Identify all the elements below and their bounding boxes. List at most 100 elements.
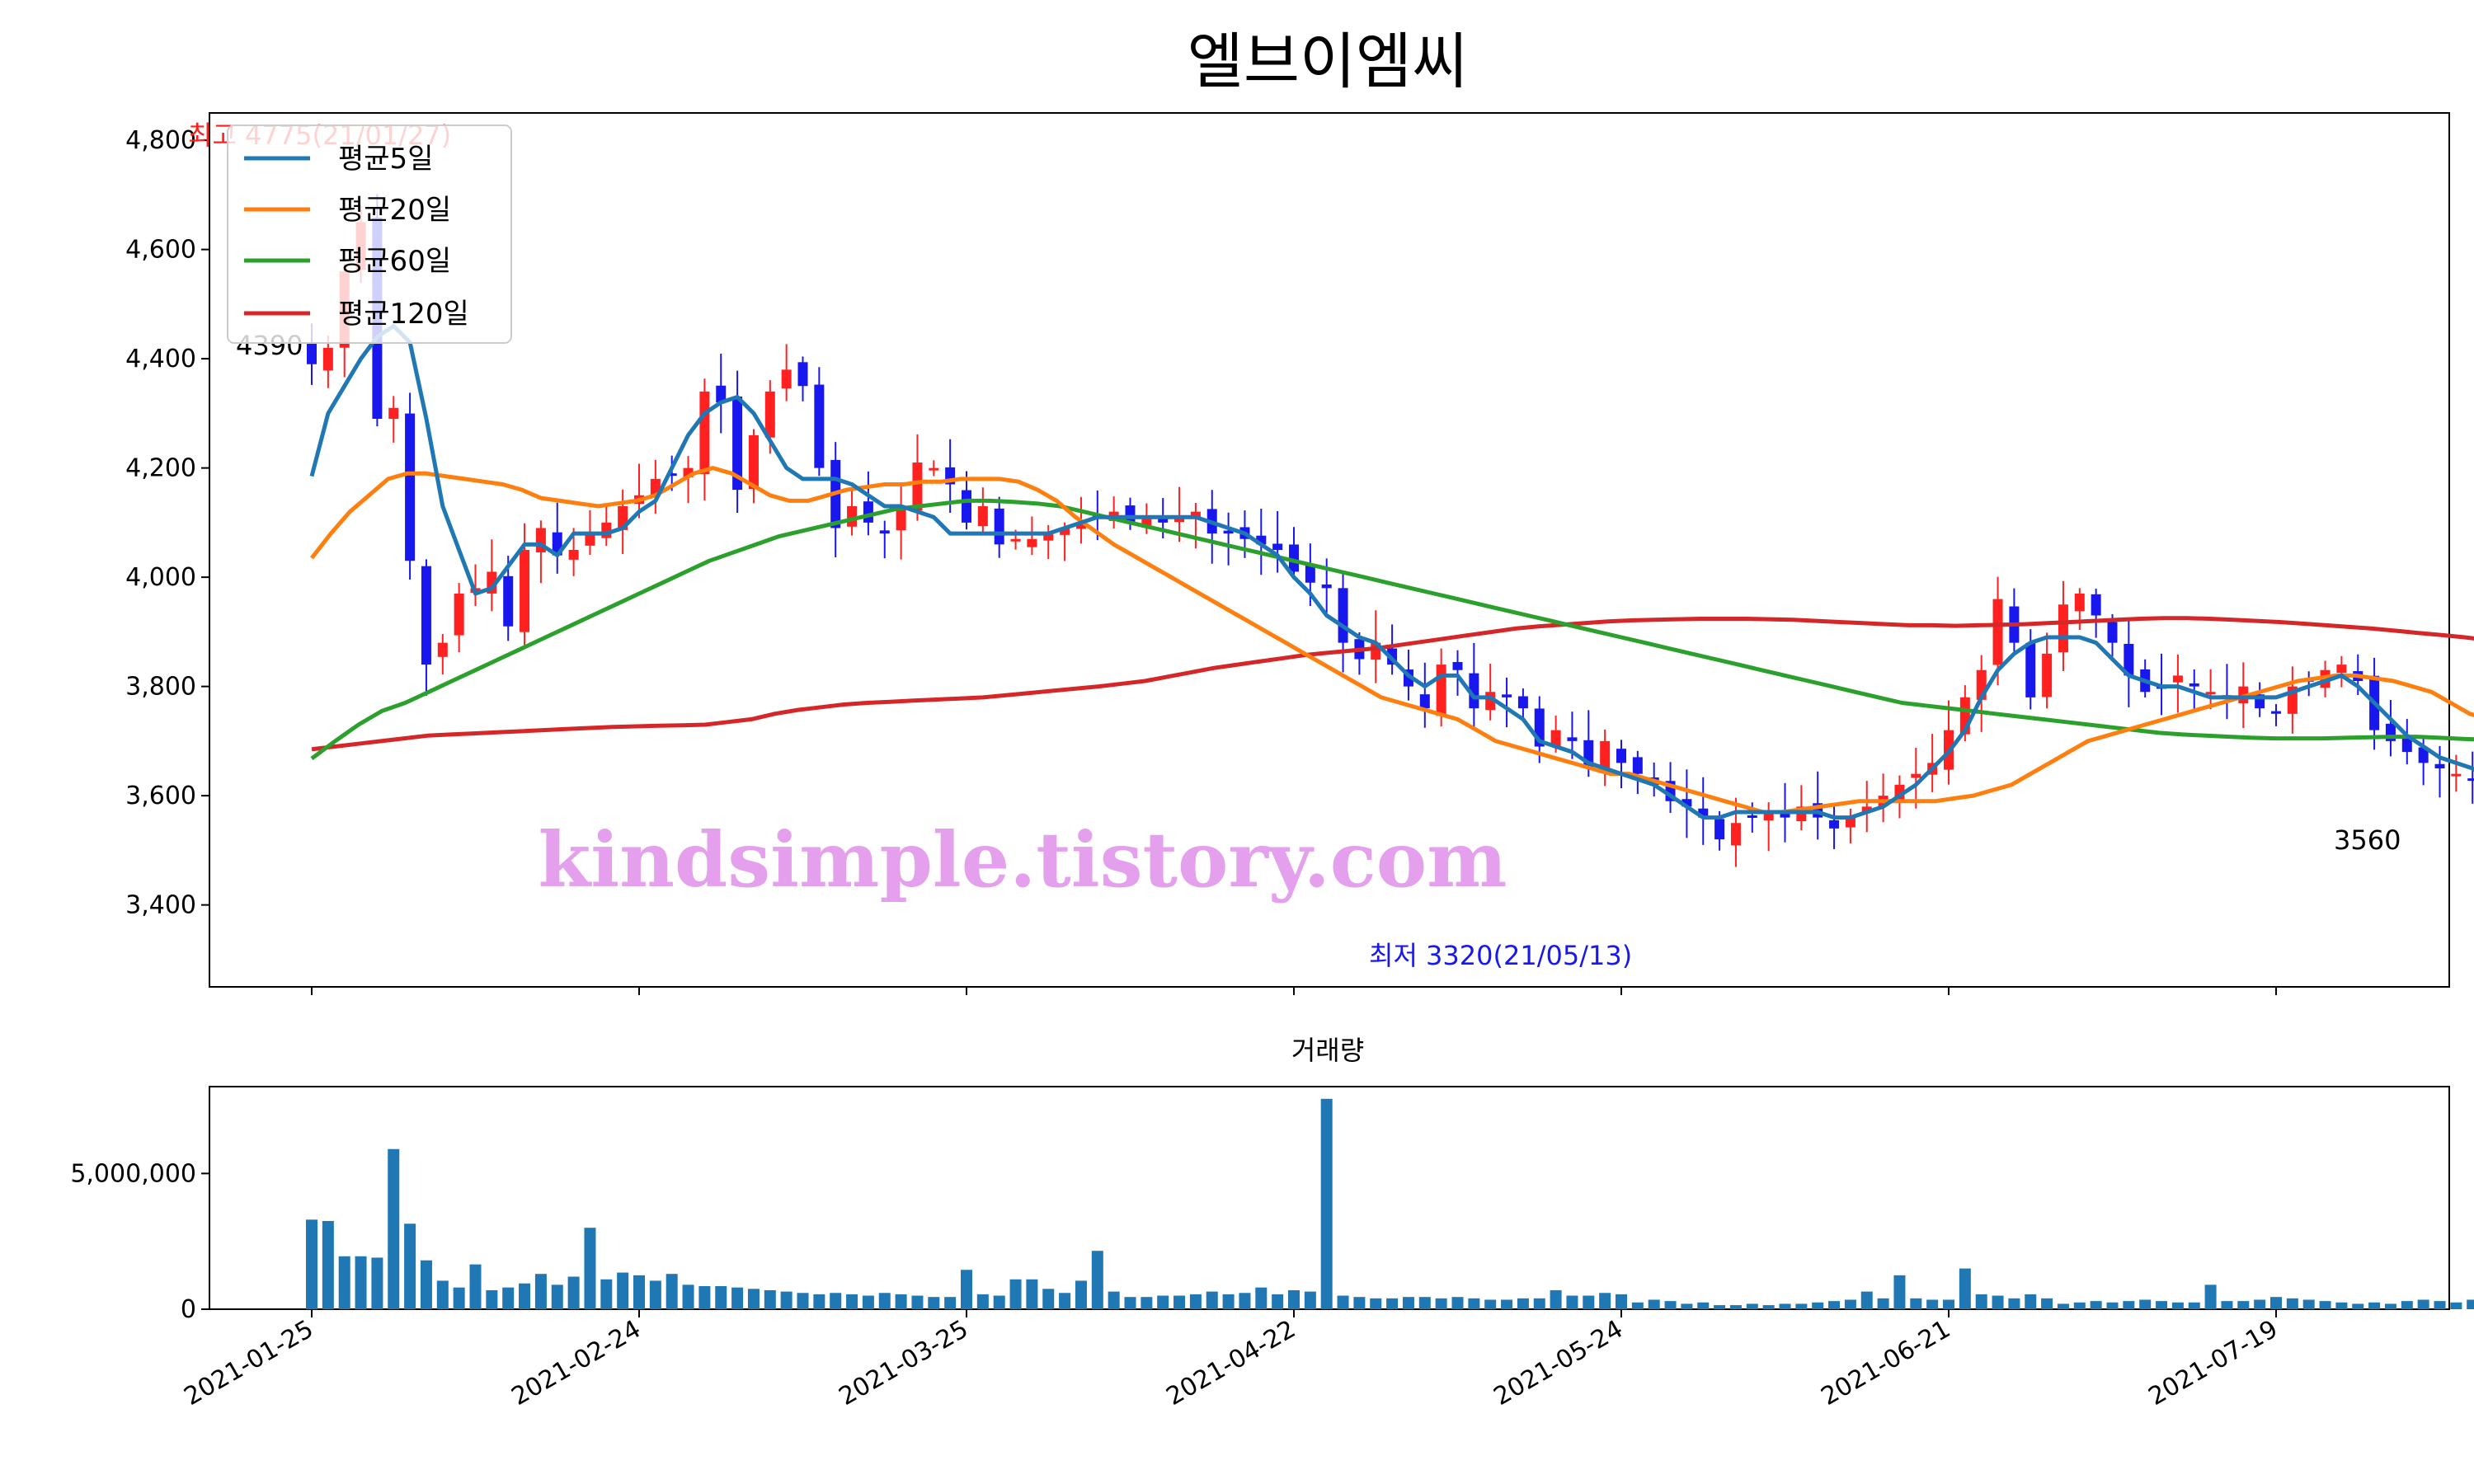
volume-bar — [1795, 1303, 1808, 1309]
volume-bar — [551, 1284, 563, 1309]
volume-bar — [2467, 1299, 2474, 1309]
volume-bar — [1681, 1303, 1693, 1309]
price-x-ticks — [311, 987, 2277, 995]
volume-bar — [1059, 1293, 1071, 1309]
candle-down — [2025, 642, 2036, 697]
volume-bar — [1353, 1297, 1366, 1309]
volume-bar — [976, 1294, 989, 1309]
candle-up — [2058, 604, 2068, 653]
volume-bar — [534, 1274, 547, 1309]
volume-bar — [2434, 1301, 2446, 1309]
volume-bar — [2450, 1302, 2462, 1309]
volume-bar — [2335, 1302, 2348, 1309]
candle-down — [1829, 819, 1840, 829]
candle-down — [421, 566, 431, 665]
candle-up — [437, 642, 448, 657]
candle-down — [1338, 588, 1348, 643]
volume-bar — [1304, 1291, 1316, 1309]
candle-up — [1060, 528, 1070, 535]
volume-bar — [519, 1283, 531, 1309]
volume-bar — [371, 1257, 383, 1309]
volume-bar — [1550, 1289, 1562, 1309]
volume-bar — [2417, 1299, 2429, 1309]
volume-bar — [698, 1286, 711, 1309]
candle-up — [1763, 812, 1774, 821]
volume-bar — [388, 1148, 400, 1309]
volume-bar — [1943, 1299, 1954, 1309]
candle-down — [2124, 643, 2134, 676]
candle-up — [585, 533, 595, 546]
volume-bar — [502, 1287, 515, 1309]
volume-bar — [2123, 1301, 2135, 1309]
volume-bar — [2302, 1299, 2315, 1309]
candle-down — [405, 413, 416, 561]
volume-bar — [1009, 1279, 1022, 1309]
candle-down — [2467, 778, 2474, 782]
volume-bar — [436, 1280, 449, 1309]
volume-bar — [1926, 1299, 1939, 1309]
candle-down — [503, 575, 514, 627]
volume-bar — [1877, 1298, 1889, 1309]
volume-bar — [2106, 1302, 2119, 1309]
candle-up — [1190, 511, 1201, 519]
date-x-tick-label: 2021-01-25 — [180, 1315, 318, 1411]
candle-down — [2107, 622, 2118, 643]
price-y-tick-label: 4,000 — [125, 563, 196, 592]
price-y-tick-label: 4,600 — [125, 236, 196, 265]
volume-bar — [2401, 1301, 2413, 1309]
volume-bar — [1026, 1279, 1038, 1309]
volume-bar — [1418, 1297, 1431, 1309]
volume-bar — [1255, 1287, 1268, 1309]
volume-bar — [2286, 1298, 2298, 1309]
candle-down — [797, 362, 808, 387]
volume-bars — [306, 1098, 2474, 1309]
legend-label-ma5: 평균5일 — [338, 143, 433, 176]
volume-bar — [846, 1294, 858, 1309]
candlesticks — [307, 194, 2474, 867]
volume-bar — [666, 1274, 678, 1309]
volume-bar — [1206, 1291, 1218, 1309]
volume-bar — [1746, 1303, 1758, 1309]
volume-bar — [1844, 1299, 1856, 1309]
volume-bar — [1860, 1291, 1873, 1309]
volume-y-axis: 0 5,000,000 — [70, 1159, 209, 1324]
candle-up — [388, 407, 399, 420]
volume-bar — [715, 1286, 727, 1309]
volume-bar — [617, 1272, 629, 1309]
volume-bar — [404, 1223, 416, 1309]
candle-down — [863, 501, 873, 523]
volume-bar — [1583, 1295, 1595, 1309]
volume-bar — [420, 1260, 432, 1309]
candle-up — [2205, 692, 2216, 695]
volume-bar — [1959, 1268, 1971, 1309]
date-x-tick-label: 2021-06-21 — [1817, 1315, 1955, 1411]
candle-up — [1730, 823, 1741, 846]
volume-bar — [1042, 1289, 1055, 1309]
volume-bar — [2073, 1302, 2086, 1309]
volume-bar — [1402, 1297, 1414, 1309]
candle-up — [1436, 665, 1446, 716]
candle-down — [666, 473, 677, 477]
price-y-axis: 3,400 3,600 3,800 4,000 4,200 4,400 4,600 4,800 — [125, 126, 209, 920]
volume-bar — [961, 1270, 972, 1309]
candle-down — [814, 384, 825, 468]
candle-down — [1616, 749, 1626, 763]
volume-bar — [1141, 1297, 1153, 1309]
candle-down — [2418, 747, 2429, 763]
candle-up — [568, 550, 579, 560]
volume-bar — [1157, 1295, 1169, 1309]
volume-bar — [878, 1293, 891, 1309]
candle-down — [1289, 544, 1299, 572]
volume-bar — [1288, 1289, 1300, 1309]
volume-bar — [1762, 1305, 1775, 1309]
candle-up — [1992, 599, 2003, 665]
candle-up — [1600, 740, 1611, 770]
volume-bar — [2319, 1301, 2331, 1309]
candle-down — [1747, 815, 1757, 819]
volume-bar — [2090, 1301, 2102, 1309]
volume-y-tick-label: 5,000,000 — [70, 1159, 196, 1188]
volume-bar — [2384, 1303, 2396, 1309]
candle-down — [1681, 799, 1692, 807]
candle-down — [2401, 737, 2412, 753]
